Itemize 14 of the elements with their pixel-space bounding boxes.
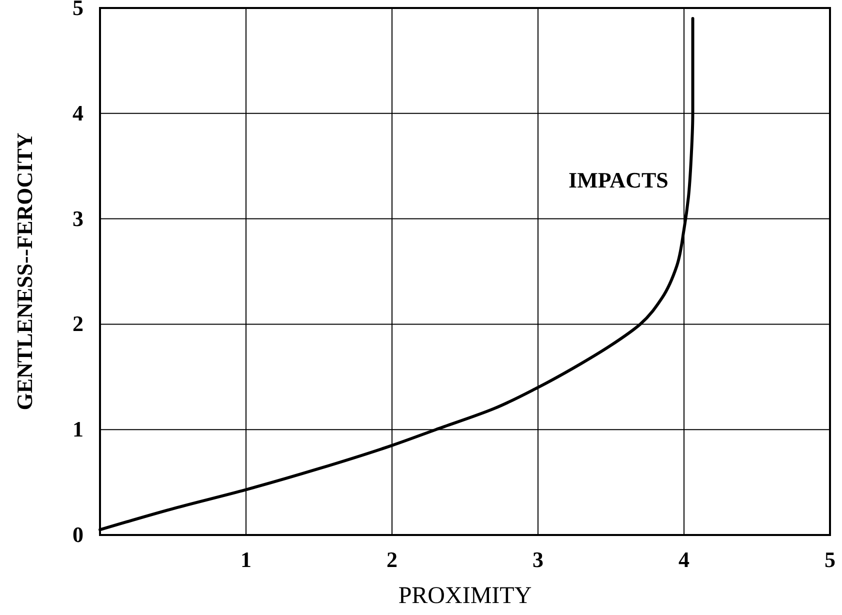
x-tick-label: 2 [386, 547, 398, 572]
y-tick-label: 5 [72, 0, 84, 20]
x-tick-label: 4 [678, 547, 690, 572]
y-tick-label: 3 [72, 206, 84, 231]
y-tick-label: 0 [72, 522, 84, 547]
x-axis-title: PROXIMITY [398, 583, 532, 609]
series-label: IMPACTS [568, 168, 668, 193]
x-tick-label: 3 [532, 547, 544, 572]
y-tick-label: 4 [72, 100, 84, 126]
y-tick-label: 1 [72, 416, 84, 442]
x-tick-label: 1 [240, 547, 252, 572]
y-tick-label: 2 [72, 311, 84, 336]
y-axis-title: GENTLENESS--FEROCITY [12, 132, 37, 410]
x-tick-label: 5 [824, 547, 836, 572]
